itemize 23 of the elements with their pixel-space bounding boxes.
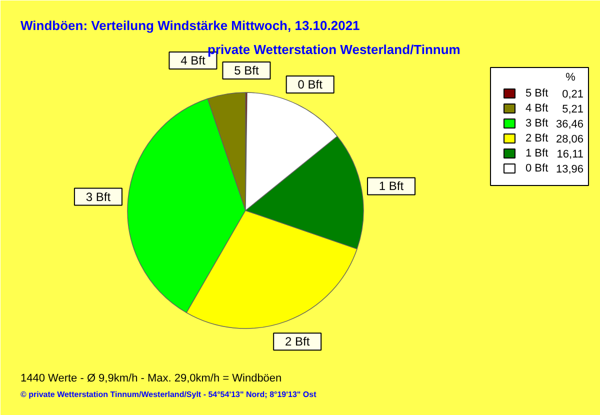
data-label: 5,21: [562, 104, 584, 116]
legend-label: 5 Bft: [526, 88, 548, 100]
slice-label: 5 Bft: [234, 64, 260, 78]
slice-label: 1 Bft: [378, 179, 404, 194]
text: 1440 Werte - Ø 9,9km/h - Max. 29,0km/h = Windböen: [20, 372, 282, 384]
legend-label: 1 Bft: [526, 148, 548, 160]
legend-title: %: [566, 72, 576, 84]
chart-subtitle: private Wetterstation Westerland/Tinnum: [208, 42, 460, 57]
legend-label: 2 Bft: [526, 132, 548, 144]
data-label: 13,96: [556, 164, 584, 176]
slice-label: 3 Bft: [86, 190, 112, 204]
slice-label: 4 Bft: [180, 54, 206, 68]
data-label: 28,06: [556, 134, 584, 146]
legend-label: 4 Bft: [526, 102, 548, 114]
chart-title: Windböen: Verteilung Windstärke Mittwoch, 13.10.2021: [20, 18, 360, 33]
data-label: 36,46: [556, 118, 584, 130]
data-label: 16,11: [556, 148, 584, 160]
legend-label: 3 Bft: [526, 118, 548, 130]
data-label: 0,21: [562, 88, 584, 100]
slice-label: 0 Bft: [298, 78, 324, 92]
slice-label: 2 Bft: [284, 334, 310, 349]
legend-label: 0 Bft: [526, 162, 548, 174]
text: © private Wetterstation Tinnum/Westerland/Sylt - 54°54'13" Nord; 8°19'13" Ost: [20, 390, 317, 399]
